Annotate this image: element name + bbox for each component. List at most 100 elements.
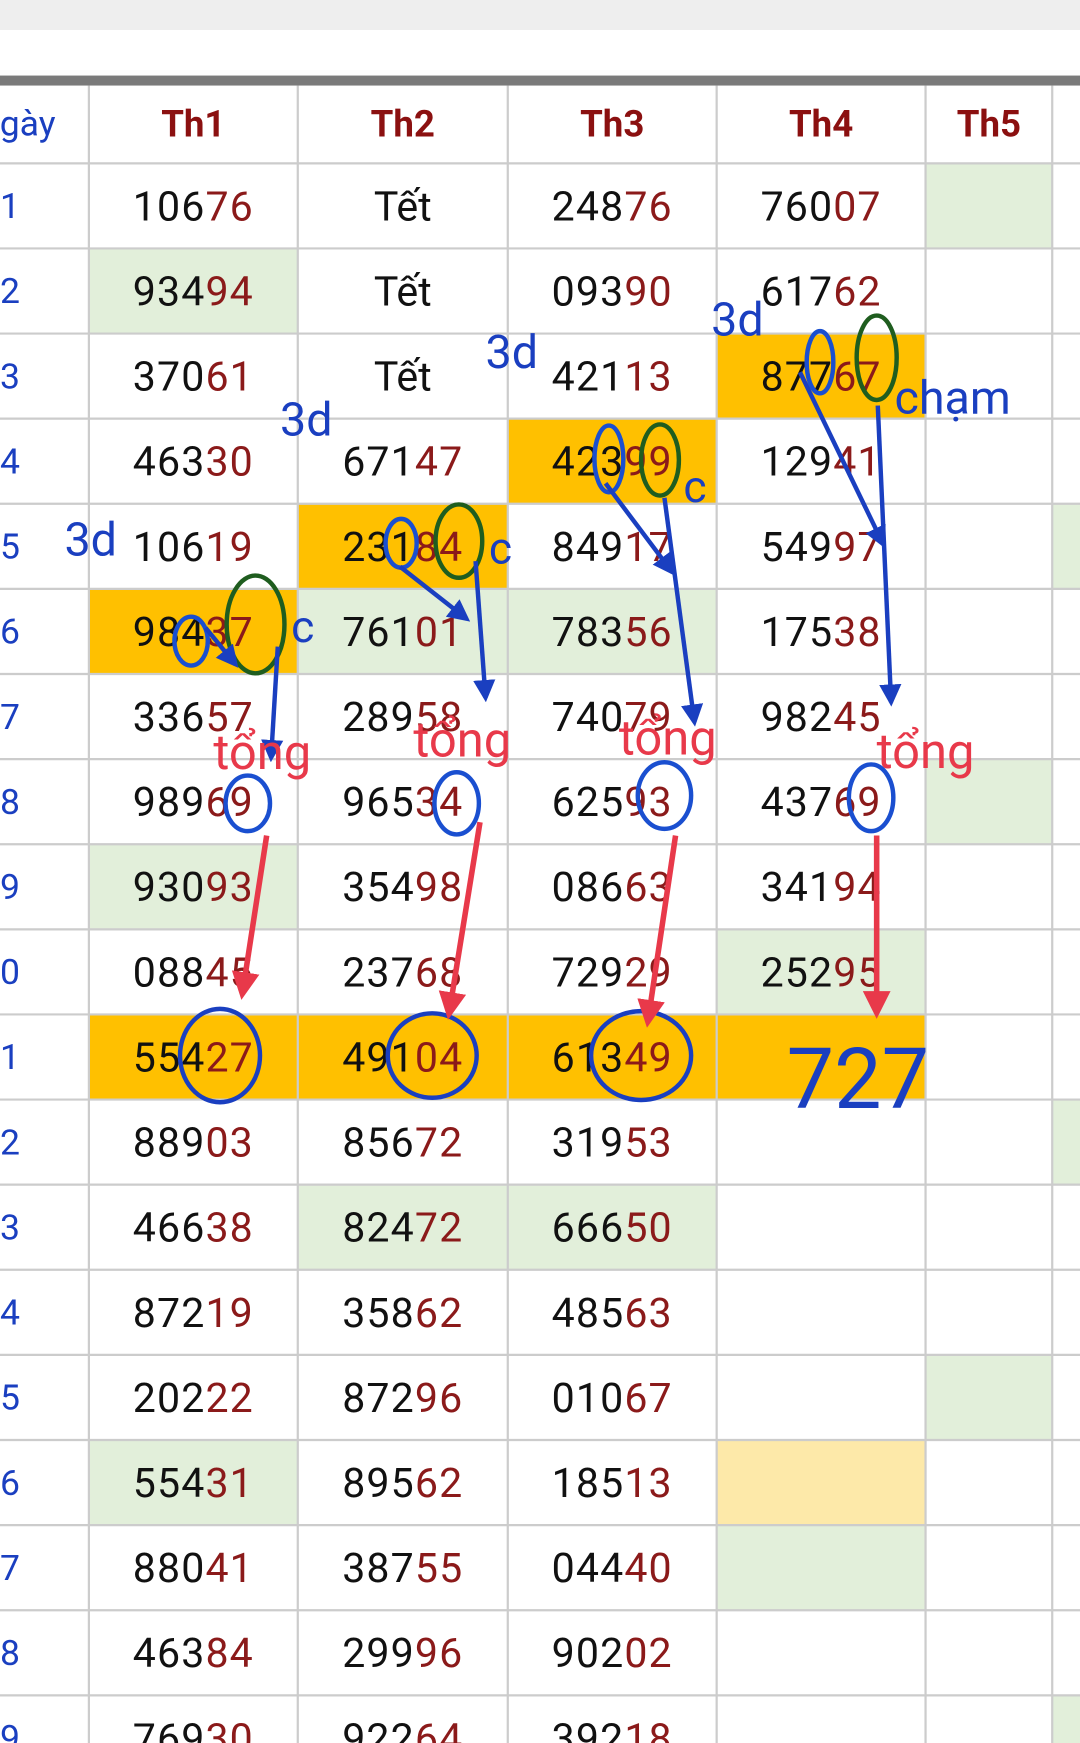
arrow bbox=[261, 646, 284, 763]
number-head: 358 bbox=[342, 1290, 415, 1338]
number-tail: 94 bbox=[833, 864, 881, 912]
number-tail: 22 bbox=[205, 1375, 253, 1423]
number-head: 491 bbox=[342, 1034, 415, 1082]
number-tail: 72 bbox=[415, 1120, 463, 1168]
number-head: 423 bbox=[552, 439, 625, 487]
number-head: 895 bbox=[342, 1460, 415, 1508]
number-tail: 62 bbox=[833, 268, 881, 316]
result-number: 54997 bbox=[761, 524, 882, 572]
annotation-text: 3d bbox=[64, 514, 117, 568]
number-tail: 40 bbox=[624, 1545, 672, 1593]
arrow bbox=[398, 564, 471, 622]
number-head: 336 bbox=[133, 694, 206, 742]
result-number: 76930 bbox=[133, 1715, 254, 1743]
number-head: 341 bbox=[761, 864, 834, 912]
number-head: 740 bbox=[552, 694, 625, 742]
number-tail: 93 bbox=[205, 864, 253, 912]
day-label: 14 bbox=[0, 1292, 20, 1334]
result-number: 35498 bbox=[342, 864, 463, 912]
number-tail: 69 bbox=[833, 779, 881, 827]
number-tail: 76 bbox=[205, 183, 253, 231]
day-label: 3 bbox=[0, 355, 20, 397]
result-number: 67147 bbox=[342, 439, 463, 487]
result-number: 96534 bbox=[342, 779, 463, 827]
result-number: 31953 bbox=[552, 1120, 673, 1168]
number-head: 554 bbox=[133, 1034, 206, 1082]
header-label: Th2 bbox=[371, 103, 435, 146]
day-label: 4 bbox=[0, 440, 20, 482]
cell-highlight bbox=[716, 1014, 926, 1100]
number-head: 421 bbox=[552, 354, 625, 402]
number-tail: 99 bbox=[624, 439, 672, 487]
cell-highlight bbox=[88, 248, 298, 334]
result-number: 10619 bbox=[133, 524, 254, 572]
result-number: 90202 bbox=[552, 1630, 673, 1678]
result-number: 20222 bbox=[133, 1375, 254, 1423]
cell-highlight bbox=[1052, 1099, 1080, 1185]
number-head: 463 bbox=[133, 1630, 206, 1678]
circle-mark bbox=[635, 760, 694, 832]
number-tail: 38 bbox=[205, 1205, 253, 1253]
cell-highlight bbox=[925, 1354, 1053, 1440]
cell-highlight bbox=[1052, 1695, 1080, 1743]
result-number: 10676 bbox=[133, 183, 254, 231]
cell-highlight bbox=[925, 759, 1053, 845]
number-head: 299 bbox=[342, 1630, 415, 1678]
number-head: 252 bbox=[761, 949, 834, 997]
circle-mark bbox=[177, 1006, 263, 1105]
arrow bbox=[797, 371, 886, 549]
number-head: 902 bbox=[552, 1630, 625, 1678]
number-tail: 63 bbox=[624, 1290, 672, 1338]
result-number: 42399 bbox=[552, 439, 673, 487]
result-number: 46638 bbox=[133, 1205, 254, 1253]
header-label: Th3 bbox=[580, 103, 644, 146]
number-head: 613 bbox=[552, 1034, 625, 1082]
day-label: 10 bbox=[0, 951, 20, 993]
number-tail: 72 bbox=[415, 1205, 463, 1253]
result-number: 93093 bbox=[133, 864, 254, 912]
result-number: 87219 bbox=[133, 1290, 254, 1338]
number-tail: 04 bbox=[415, 1034, 463, 1082]
number-head: 185 bbox=[552, 1460, 625, 1508]
result-number: 55427 bbox=[133, 1034, 254, 1082]
cell-text: Tết bbox=[374, 268, 432, 316]
result-number: 98969 bbox=[133, 779, 254, 827]
result-number: 72929 bbox=[552, 949, 673, 997]
day-label: 1 bbox=[0, 185, 20, 227]
annotation-text: 727 bbox=[787, 1030, 929, 1129]
cell-highlight bbox=[88, 588, 298, 674]
result-number: 46384 bbox=[133, 1630, 254, 1678]
cell-highlight bbox=[716, 1440, 926, 1526]
number-head: 088 bbox=[133, 949, 206, 997]
number-tail: 58 bbox=[415, 694, 463, 742]
arrow bbox=[231, 835, 270, 1000]
result-number: 88041 bbox=[133, 1545, 254, 1593]
result-number: 92264 bbox=[342, 1715, 463, 1743]
number-tail: 56 bbox=[624, 609, 672, 657]
cell-text: Tết bbox=[374, 354, 432, 402]
number-head: 129 bbox=[761, 439, 834, 487]
number-tail: 41 bbox=[833, 439, 881, 487]
number-head: 671 bbox=[342, 439, 415, 487]
result-number: 55431 bbox=[133, 1460, 254, 1508]
day-label: 18 bbox=[0, 1632, 20, 1674]
circle-mark bbox=[172, 614, 210, 668]
number-tail: 27 bbox=[205, 1034, 253, 1082]
number-tail: 76 bbox=[624, 183, 672, 231]
circle-mark bbox=[432, 770, 482, 837]
number-head: 880 bbox=[133, 1545, 206, 1593]
circle-mark bbox=[385, 1011, 479, 1101]
arrow bbox=[473, 560, 496, 703]
annotation-text: 3d bbox=[711, 294, 764, 348]
number-tail: 96 bbox=[415, 1630, 463, 1678]
result-number: 78356 bbox=[552, 609, 673, 657]
number-tail: 02 bbox=[624, 1630, 672, 1678]
cell-highlight bbox=[716, 1525, 926, 1611]
number-tail: 96 bbox=[415, 1375, 463, 1423]
result-number: 48563 bbox=[552, 1290, 673, 1338]
annotation-text: tổng bbox=[619, 709, 717, 766]
number-head: 617 bbox=[761, 268, 834, 316]
cell-highlight bbox=[925, 163, 1053, 249]
number-tail: 79 bbox=[624, 694, 672, 742]
